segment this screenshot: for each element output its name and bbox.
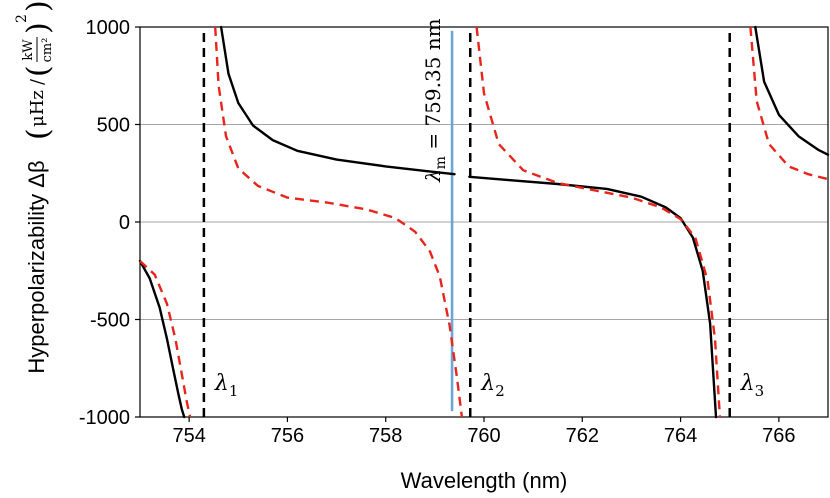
label-subscript: m xyxy=(433,156,449,169)
vline-label-λm: λm = 759.35 nm xyxy=(421,18,449,183)
y-tick-label-1: -500 xyxy=(90,310,130,332)
y-label-fraction-denominator: cm² xyxy=(40,38,55,63)
vertical-markers xyxy=(202,27,731,417)
series-lines xyxy=(138,25,830,419)
x-tick-label-0: 754 xyxy=(172,425,205,447)
label-subscript: 3 xyxy=(755,382,765,400)
series-0-segment-3 xyxy=(754,25,830,156)
label-subscript: 2 xyxy=(495,382,505,400)
x-tick-label-4: 762 xyxy=(566,425,599,447)
x-tick-label-5: 764 xyxy=(664,425,697,447)
y-tick-label-0: -1000 xyxy=(79,407,130,429)
x-axis-label: Wavelength (nm) xyxy=(401,468,568,493)
vline-label-λ2: λ2 xyxy=(480,371,505,400)
label-lambda: λ xyxy=(214,371,229,396)
label-lambda: λ xyxy=(480,371,495,396)
label-lambda: λ xyxy=(740,371,755,396)
y-label-inner-open-paren: ( xyxy=(21,65,56,77)
y-label-fraction-numerator: kW xyxy=(21,39,36,61)
vline-label-λ3: λ3 xyxy=(740,371,765,400)
y-axis-label-prefix: Hyperpolarizability Δβ xyxy=(24,160,49,373)
y-axis-ticks: -1000 -500 0 500 1000 xyxy=(79,17,140,429)
y-tick-label-4: 1000 xyxy=(86,17,131,39)
y-label-unit: μHz xyxy=(27,90,48,127)
x-tick-label-2: 758 xyxy=(369,425,402,447)
grid-lines xyxy=(140,124,828,320)
x-tick-label-3: 760 xyxy=(467,425,500,447)
series-1-segment-0 xyxy=(139,260,192,418)
series-0-segment-0 xyxy=(138,259,186,419)
label-lambda: λ xyxy=(421,169,445,183)
series-1-segment-1 xyxy=(214,26,464,418)
x-tick-label-6: 766 xyxy=(762,425,795,447)
y-label-slash: / xyxy=(27,78,48,85)
series-1-segment-3 xyxy=(749,26,829,181)
y-tick-label-2: 0 xyxy=(119,212,130,234)
x-axis-ticks: 754 756 758 760 762 764 766 xyxy=(172,417,796,447)
series-0-segment-1 xyxy=(219,25,456,176)
y-label-exponent: 2 xyxy=(14,14,30,23)
label-value: = 759.35 nm xyxy=(421,18,445,156)
y-label-inner-close-paren: ) xyxy=(21,22,56,34)
y-label-open-paren: ( xyxy=(21,128,56,140)
x-tick-label-1: 756 xyxy=(271,425,304,447)
y-tick-label-3: 500 xyxy=(97,115,130,137)
label-subscript: 1 xyxy=(229,382,239,400)
y-label-close-paren: ) xyxy=(21,0,56,12)
vline-label-λ1: λ1 xyxy=(214,371,239,400)
series-0-segment-2 xyxy=(468,175,718,419)
y-axis-label: Hyperpolarizability Δβ ( μHz / ( kW cm² … xyxy=(14,0,56,373)
